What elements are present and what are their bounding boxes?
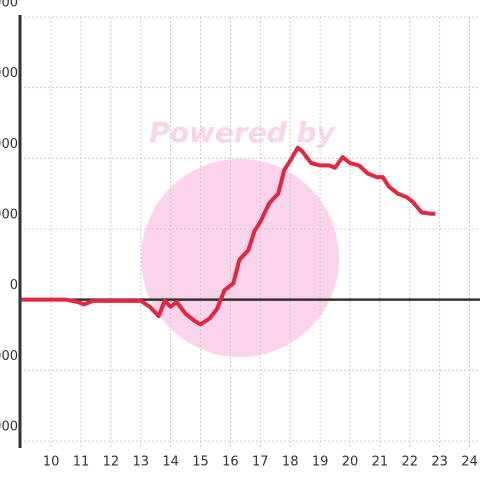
watermark: Powered by xyxy=(149,116,336,149)
x-tick-label: 15 xyxy=(192,455,209,470)
x-tick-label: 23 xyxy=(431,455,448,470)
y-tick-label: 6,000 xyxy=(0,137,18,152)
x-tick-label: 19 xyxy=(312,455,329,470)
x-tick-label: 11 xyxy=(73,455,90,470)
x-tick-label: 12 xyxy=(103,455,120,470)
x-tick-label: 14 xyxy=(162,455,179,470)
y-tick-label: -3,000 xyxy=(0,349,18,364)
x-tick-label: 13 xyxy=(132,455,149,470)
x-tick-label: 24 xyxy=(461,455,478,470)
x-tick-label: 18 xyxy=(282,455,299,470)
x-tick-label: 20 xyxy=(342,455,359,470)
y-tick-label: 0 xyxy=(10,278,18,293)
x-tick-label: 17 xyxy=(252,455,269,470)
y-tick-label: 12,000 xyxy=(0,0,18,11)
line xyxy=(21,145,436,327)
y-tick-label: 9,000 xyxy=(0,66,18,81)
x-tick-label: 22 xyxy=(401,455,418,470)
x-tick-label: 21 xyxy=(372,455,389,470)
x-tick-label: 10 xyxy=(43,455,60,470)
x-tick-label: 16 xyxy=(222,455,239,470)
y-tick-label: 3,000 xyxy=(0,208,18,223)
y-tick-label: -6,000 xyxy=(0,420,18,435)
